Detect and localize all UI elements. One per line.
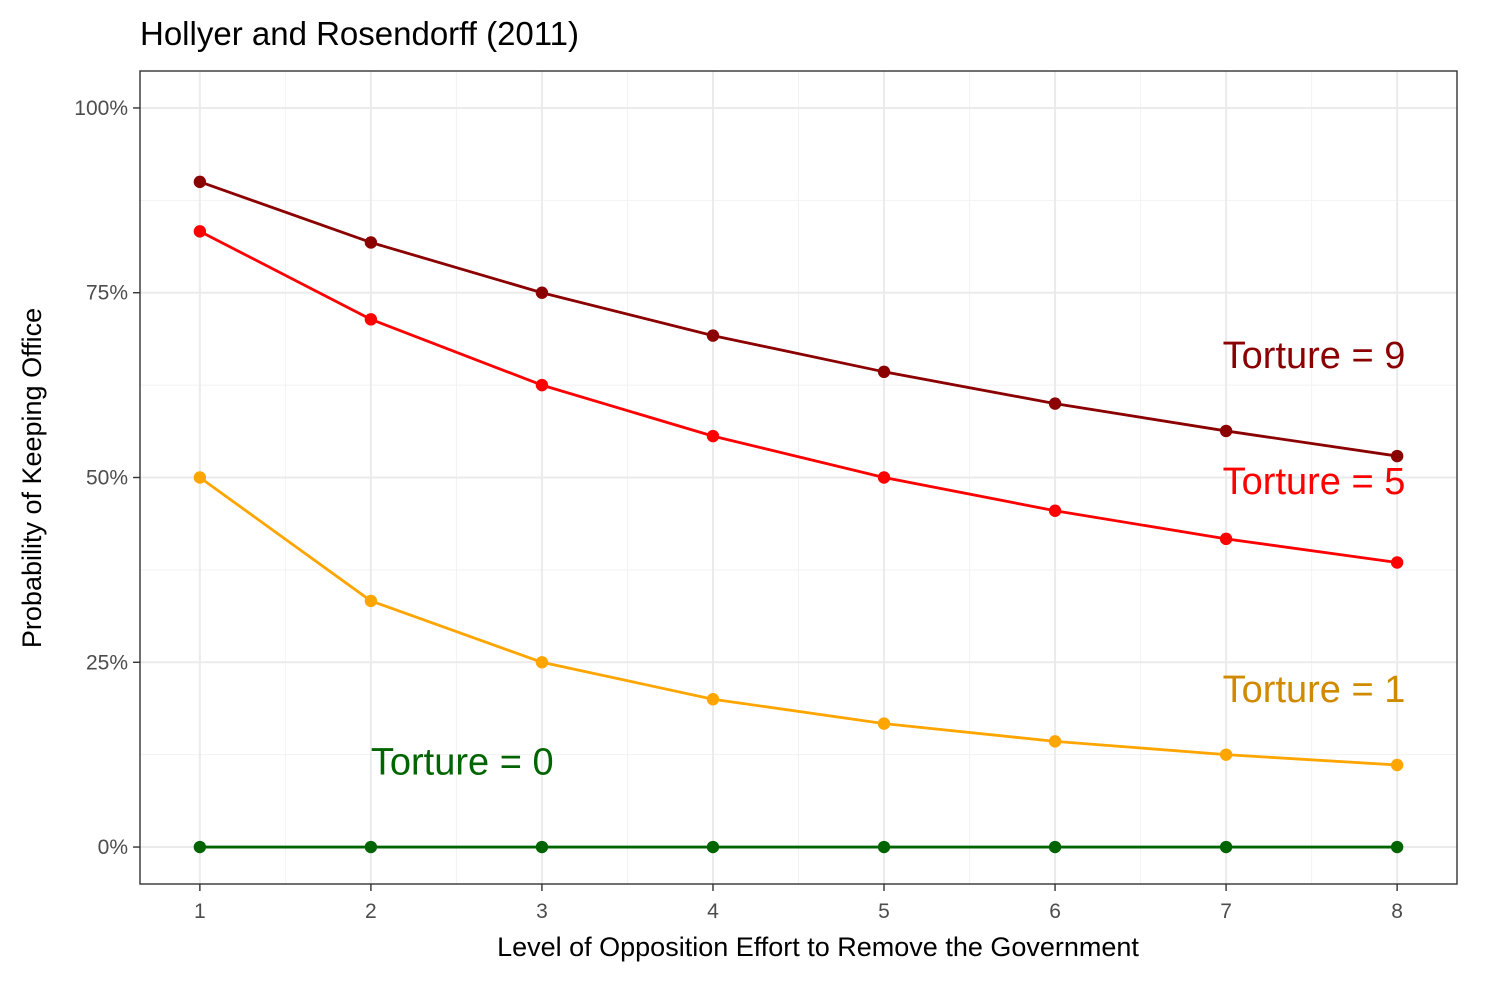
data-point	[877, 365, 891, 379]
data-point	[193, 471, 207, 484]
data-point	[1390, 449, 1404, 463]
data-point	[706, 429, 720, 443]
data-point	[193, 225, 207, 238]
series-labels: Torture = 9 Torture = 5 Torture = 1 Torture…	[371, 335, 1405, 784]
series-0	[193, 175, 1404, 463]
data-point	[706, 693, 720, 706]
data-point	[1219, 424, 1233, 438]
y-axis-label: Probability of Keeping Office	[17, 308, 47, 648]
x-axis-label: Level of Opposition Effort to Remove the…	[497, 932, 1139, 962]
data-point	[193, 840, 207, 854]
data-point	[1048, 504, 1062, 517]
series-3	[193, 840, 1404, 854]
data-point	[364, 840, 378, 854]
data-point	[1048, 735, 1062, 748]
data-point	[877, 471, 891, 484]
x-tick-label: 6	[1049, 900, 1061, 923]
x-tick-label: 4	[707, 900, 719, 923]
data-point	[1390, 556, 1404, 569]
x-tick-label: 1	[194, 900, 206, 923]
data-point	[1219, 748, 1233, 761]
data-point	[193, 175, 207, 189]
data-point	[706, 329, 720, 342]
y-tick-label: 75%	[86, 282, 128, 305]
series-label: Torture = 0	[371, 742, 554, 784]
x-axis-ticks: 1 2 3 4 5 6 7 8	[194, 884, 1403, 923]
data-point	[364, 236, 378, 249]
x-tick-label: 2	[365, 900, 377, 923]
data-point	[535, 840, 549, 854]
data-point	[1048, 840, 1062, 854]
data-point	[877, 717, 891, 730]
data-point	[706, 840, 720, 854]
series-layer	[193, 175, 1404, 854]
x-tick-label: 7	[1220, 900, 1232, 923]
series-line	[198, 180, 1399, 458]
series-label: Torture = 9	[1223, 335, 1406, 377]
series-label: Torture = 5	[1223, 461, 1406, 503]
data-point	[1390, 758, 1404, 772]
chart-title: Hollyer and Rosendorff (2011)	[140, 15, 579, 52]
y-tick-label: 50%	[86, 467, 128, 490]
y-tick-label: 25%	[86, 651, 128, 674]
data-point	[535, 656, 549, 669]
data-point	[535, 378, 549, 392]
data-point	[877, 840, 891, 854]
y-axis-ticks: 0% 25% 50% 75% 100%	[74, 97, 140, 859]
series-line	[198, 476, 1399, 767]
data-point	[1048, 397, 1062, 410]
x-tick-label: 3	[536, 900, 548, 923]
series-1	[193, 225, 1404, 569]
data-point	[1219, 840, 1233, 854]
series-label: Torture = 1	[1223, 669, 1406, 711]
series-2	[193, 471, 1404, 772]
x-tick-label: 8	[1391, 900, 1403, 923]
data-point	[364, 313, 378, 326]
data-point	[1219, 532, 1233, 546]
data-point	[535, 286, 549, 299]
x-tick-label: 5	[878, 900, 890, 923]
gridlines	[140, 71, 1457, 884]
y-tick-label: 100%	[74, 97, 128, 120]
series-line	[198, 229, 1399, 564]
data-point	[364, 594, 378, 608]
data-point	[1390, 840, 1404, 854]
y-tick-label: 0%	[98, 836, 128, 859]
